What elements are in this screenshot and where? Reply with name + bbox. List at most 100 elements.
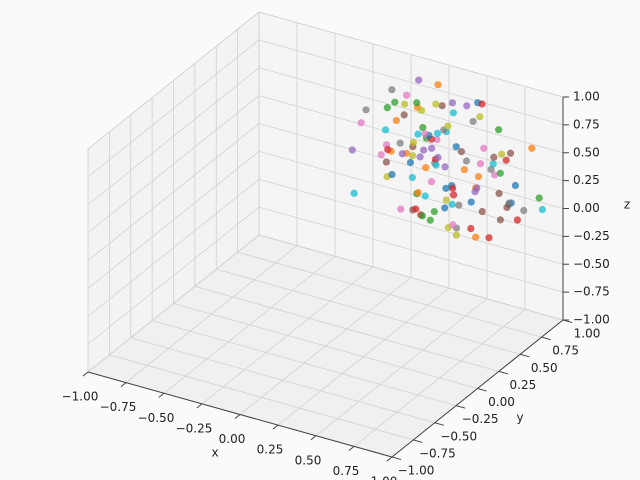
- x-tick-label: 0.50: [295, 453, 322, 467]
- x-tick-label: 0.00: [219, 432, 246, 446]
- grid-line: [258, 95, 564, 182]
- point: [528, 144, 536, 152]
- point: [377, 151, 385, 159]
- point: [490, 153, 498, 161]
- point: [478, 100, 486, 108]
- point: [422, 164, 430, 172]
- z-tick-label: 0.75: [573, 117, 600, 131]
- point: [535, 194, 543, 202]
- point: [520, 206, 528, 215]
- grid-line: [237, 251, 542, 338]
- point: [430, 207, 438, 216]
- point: [449, 184, 457, 192]
- x-tick-mark: [386, 456, 393, 462]
- point: [467, 224, 475, 233]
- point: [348, 146, 356, 154]
- y-tick-label: −0.75: [419, 446, 456, 460]
- x-tick-label: −0.75: [100, 400, 137, 414]
- z-tick-label: 0.50: [573, 145, 600, 159]
- point: [409, 138, 418, 147]
- y-tick-mark: [391, 456, 402, 461]
- point: [357, 119, 365, 127]
- point: [494, 126, 503, 134]
- grid-line: [258, 39, 564, 126]
- z-tick-label: −0.75: [573, 285, 610, 299]
- point: [362, 106, 370, 114]
- x-tick-mark: [234, 414, 241, 420]
- grid-line: [87, 151, 260, 289]
- point: [474, 172, 483, 181]
- x-tick-label: 0.25: [257, 443, 284, 457]
- point: [388, 170, 396, 179]
- x-tick-mark: [310, 435, 317, 441]
- point: [433, 129, 442, 137]
- grid-line: [87, 95, 260, 233]
- point: [460, 165, 468, 174]
- point: [421, 192, 429, 200]
- point: [408, 173, 416, 182]
- y-tick-label: 0.50: [531, 361, 558, 375]
- point: [432, 100, 440, 108]
- point: [448, 99, 457, 107]
- point: [418, 106, 426, 115]
- z-tick-label: 1.00: [573, 90, 600, 104]
- x-tick-mark: [272, 424, 279, 430]
- y-tick-label: −0.25: [462, 412, 499, 426]
- x-tick-mark: [82, 371, 89, 377]
- point: [350, 189, 358, 197]
- point: [503, 203, 511, 212]
- point: [434, 153, 442, 162]
- point: [416, 153, 424, 161]
- z-tick-label: 0.25: [573, 173, 600, 187]
- point: [442, 196, 450, 204]
- y-tick-mark: [498, 370, 509, 375]
- grid-line: [258, 150, 564, 237]
- grid-line: [173, 303, 478, 389]
- point: [496, 169, 504, 177]
- x-axis-label: x: [211, 446, 218, 460]
- point: [414, 130, 422, 138]
- point: [513, 216, 522, 224]
- y-tick-mark: [541, 336, 551, 341]
- grid-line: [87, 39, 260, 178]
- x-tick-mark: [348, 445, 355, 451]
- point: [400, 111, 408, 119]
- grid-line: [109, 354, 414, 441]
- grid-line: [87, 234, 260, 373]
- point: [392, 116, 400, 125]
- point: [496, 216, 504, 224]
- point: [455, 201, 463, 209]
- point: [506, 149, 515, 157]
- x-axis-line: [87, 371, 393, 458]
- point: [420, 146, 428, 154]
- point: [391, 98, 399, 106]
- point: [444, 122, 452, 130]
- grid-line: [87, 67, 260, 206]
- point: [442, 184, 450, 192]
- grid-line: [87, 11, 260, 150]
- point: [473, 184, 481, 192]
- point: [472, 233, 480, 241]
- y-axis-label: y: [516, 411, 523, 425]
- point: [382, 158, 390, 166]
- point: [491, 171, 499, 179]
- point: [409, 152, 417, 160]
- point: [469, 117, 477, 126]
- z-axis-label: z: [624, 198, 630, 212]
- point: [432, 161, 440, 169]
- point: [480, 144, 488, 152]
- point: [487, 165, 495, 174]
- point: [403, 91, 411, 99]
- point: [452, 231, 461, 239]
- x-tick-label: 0.75: [333, 464, 360, 478]
- point: [489, 160, 497, 168]
- x-tick-mark: [120, 382, 127, 388]
- grid-line: [258, 234, 564, 321]
- y-axis-line: [391, 319, 564, 458]
- y-tick-mark: [455, 405, 466, 409]
- point: [381, 126, 390, 134]
- point: [427, 178, 436, 186]
- x-tick-mark: [158, 392, 165, 398]
- point: [433, 135, 441, 144]
